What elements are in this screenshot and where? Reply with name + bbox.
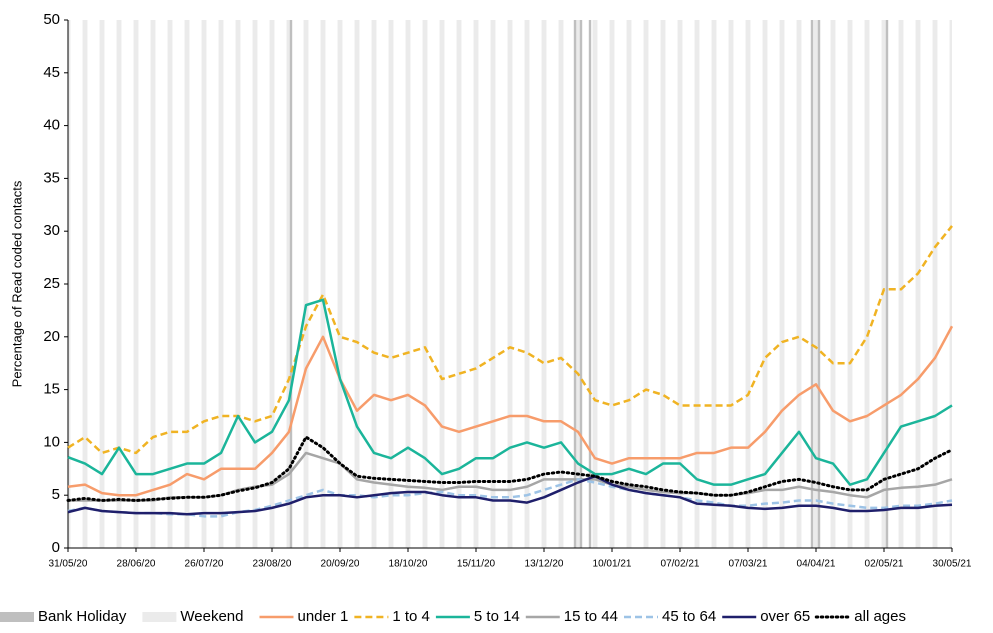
legend-label: 5 to 14 bbox=[474, 608, 520, 625]
legend-label: 1 to 4 bbox=[392, 608, 430, 625]
y-tick-label: 45 bbox=[43, 64, 60, 81]
x-tick-label: 20/09/20 bbox=[321, 559, 360, 570]
weekend-band bbox=[830, 20, 836, 548]
y-axis-label: Percentage of Read coded contacts bbox=[9, 180, 24, 387]
series-line bbox=[67, 225, 953, 455]
weekend-band bbox=[541, 20, 547, 548]
y-tick-label: 10 bbox=[43, 433, 60, 450]
series-line bbox=[67, 298, 953, 486]
weekend-band bbox=[881, 20, 887, 548]
weekend-band bbox=[660, 20, 666, 548]
weekend-band bbox=[439, 20, 445, 548]
weekend-band bbox=[728, 20, 734, 548]
legend-label: 45 to 64 bbox=[662, 608, 716, 625]
y-tick-label: 0 bbox=[52, 539, 60, 556]
weekend-band bbox=[252, 20, 258, 548]
weekend-band bbox=[796, 20, 802, 548]
weekend-band bbox=[116, 20, 122, 548]
x-tick-label: 15/11/20 bbox=[457, 559, 496, 570]
weekend-band bbox=[68, 20, 71, 548]
weekend-band bbox=[354, 20, 360, 548]
weekend-band bbox=[558, 20, 564, 548]
x-tick-label: 30/05/21 bbox=[933, 559, 972, 570]
weekend-band bbox=[99, 20, 105, 548]
weekend-band bbox=[133, 20, 139, 548]
weekend-band bbox=[235, 20, 241, 548]
legend-label: Weekend bbox=[180, 608, 243, 625]
weekend-band bbox=[932, 20, 938, 548]
weekend-band bbox=[949, 20, 952, 548]
weekend-band bbox=[626, 20, 632, 548]
weekend-band bbox=[864, 20, 870, 548]
weekend-band bbox=[490, 20, 496, 548]
legend-label: 15 to 44 bbox=[564, 608, 618, 625]
weekend-band bbox=[915, 20, 921, 548]
x-tick-label: 28/06/20 bbox=[117, 559, 156, 570]
weekend-band bbox=[524, 20, 530, 548]
weekend-band bbox=[677, 20, 683, 548]
y-tick-label: 5 bbox=[52, 486, 60, 503]
series-line bbox=[67, 325, 954, 497]
weekend-band bbox=[218, 20, 224, 548]
y-tick-label: 15 bbox=[43, 381, 60, 398]
bank-holidays bbox=[289, 20, 889, 548]
weekend-band bbox=[286, 20, 292, 548]
weekend-band bbox=[201, 20, 207, 548]
weekend-band bbox=[320, 20, 326, 548]
y-tick-label: 30 bbox=[43, 222, 60, 239]
series-line bbox=[67, 474, 953, 516]
x-tick-label: 13/12/20 bbox=[525, 559, 564, 570]
legend-label: over 65 bbox=[760, 608, 810, 625]
x-tick-label: 04/04/21 bbox=[797, 559, 836, 570]
weekend-band bbox=[575, 20, 581, 548]
weekend-band bbox=[82, 20, 88, 548]
weekend-band bbox=[898, 20, 904, 548]
x-tick-label: 18/10/20 bbox=[389, 559, 428, 570]
weekend-band bbox=[422, 20, 428, 548]
weekend-band bbox=[184, 20, 190, 548]
weekend-band bbox=[779, 20, 785, 548]
weekend-band bbox=[167, 20, 173, 548]
y-tick-label: 35 bbox=[43, 169, 60, 186]
weekend-band bbox=[371, 20, 377, 548]
x-tick-label: 31/05/20 bbox=[49, 559, 88, 570]
y-tick-label: 40 bbox=[43, 117, 60, 134]
x-tick-label: 23/08/20 bbox=[253, 559, 292, 570]
weekend-band bbox=[337, 20, 343, 548]
weekend-band bbox=[303, 20, 309, 548]
weekend-band bbox=[694, 20, 700, 548]
weekend-band bbox=[456, 20, 462, 548]
legend-label: under 1 bbox=[298, 608, 349, 625]
weekend-band bbox=[643, 20, 649, 548]
y-tick-label: 25 bbox=[43, 275, 60, 292]
weekend-band bbox=[711, 20, 717, 548]
x-tick-label: 02/05/21 bbox=[865, 559, 904, 570]
series-line bbox=[67, 478, 953, 518]
weekend-band bbox=[847, 20, 853, 548]
weekend-band bbox=[813, 20, 819, 548]
y-tick-label: 20 bbox=[43, 328, 60, 345]
weekend-band bbox=[473, 20, 479, 548]
x-tick-label: 26/07/20 bbox=[185, 559, 224, 570]
weekend-band bbox=[388, 20, 394, 548]
y-tick-label: 50 bbox=[43, 11, 60, 28]
weekend-band bbox=[405, 20, 411, 548]
legend-label: Bank Holiday bbox=[38, 608, 127, 625]
weekend-band bbox=[592, 20, 598, 548]
weekend-band bbox=[609, 20, 615, 548]
weekend-band bbox=[269, 20, 275, 548]
x-tick-label: 10/01/21 bbox=[593, 559, 632, 570]
weekend-band bbox=[745, 20, 751, 548]
weekend-band bbox=[150, 20, 156, 548]
weekend-band bbox=[507, 20, 513, 548]
background-bands bbox=[68, 20, 952, 548]
legend-label: all ages bbox=[854, 608, 906, 625]
x-tick-label: 07/03/21 bbox=[729, 559, 768, 570]
series-line bbox=[66, 435, 954, 502]
x-tick-label: 07/02/21 bbox=[661, 559, 700, 570]
weekend-band bbox=[762, 20, 768, 548]
